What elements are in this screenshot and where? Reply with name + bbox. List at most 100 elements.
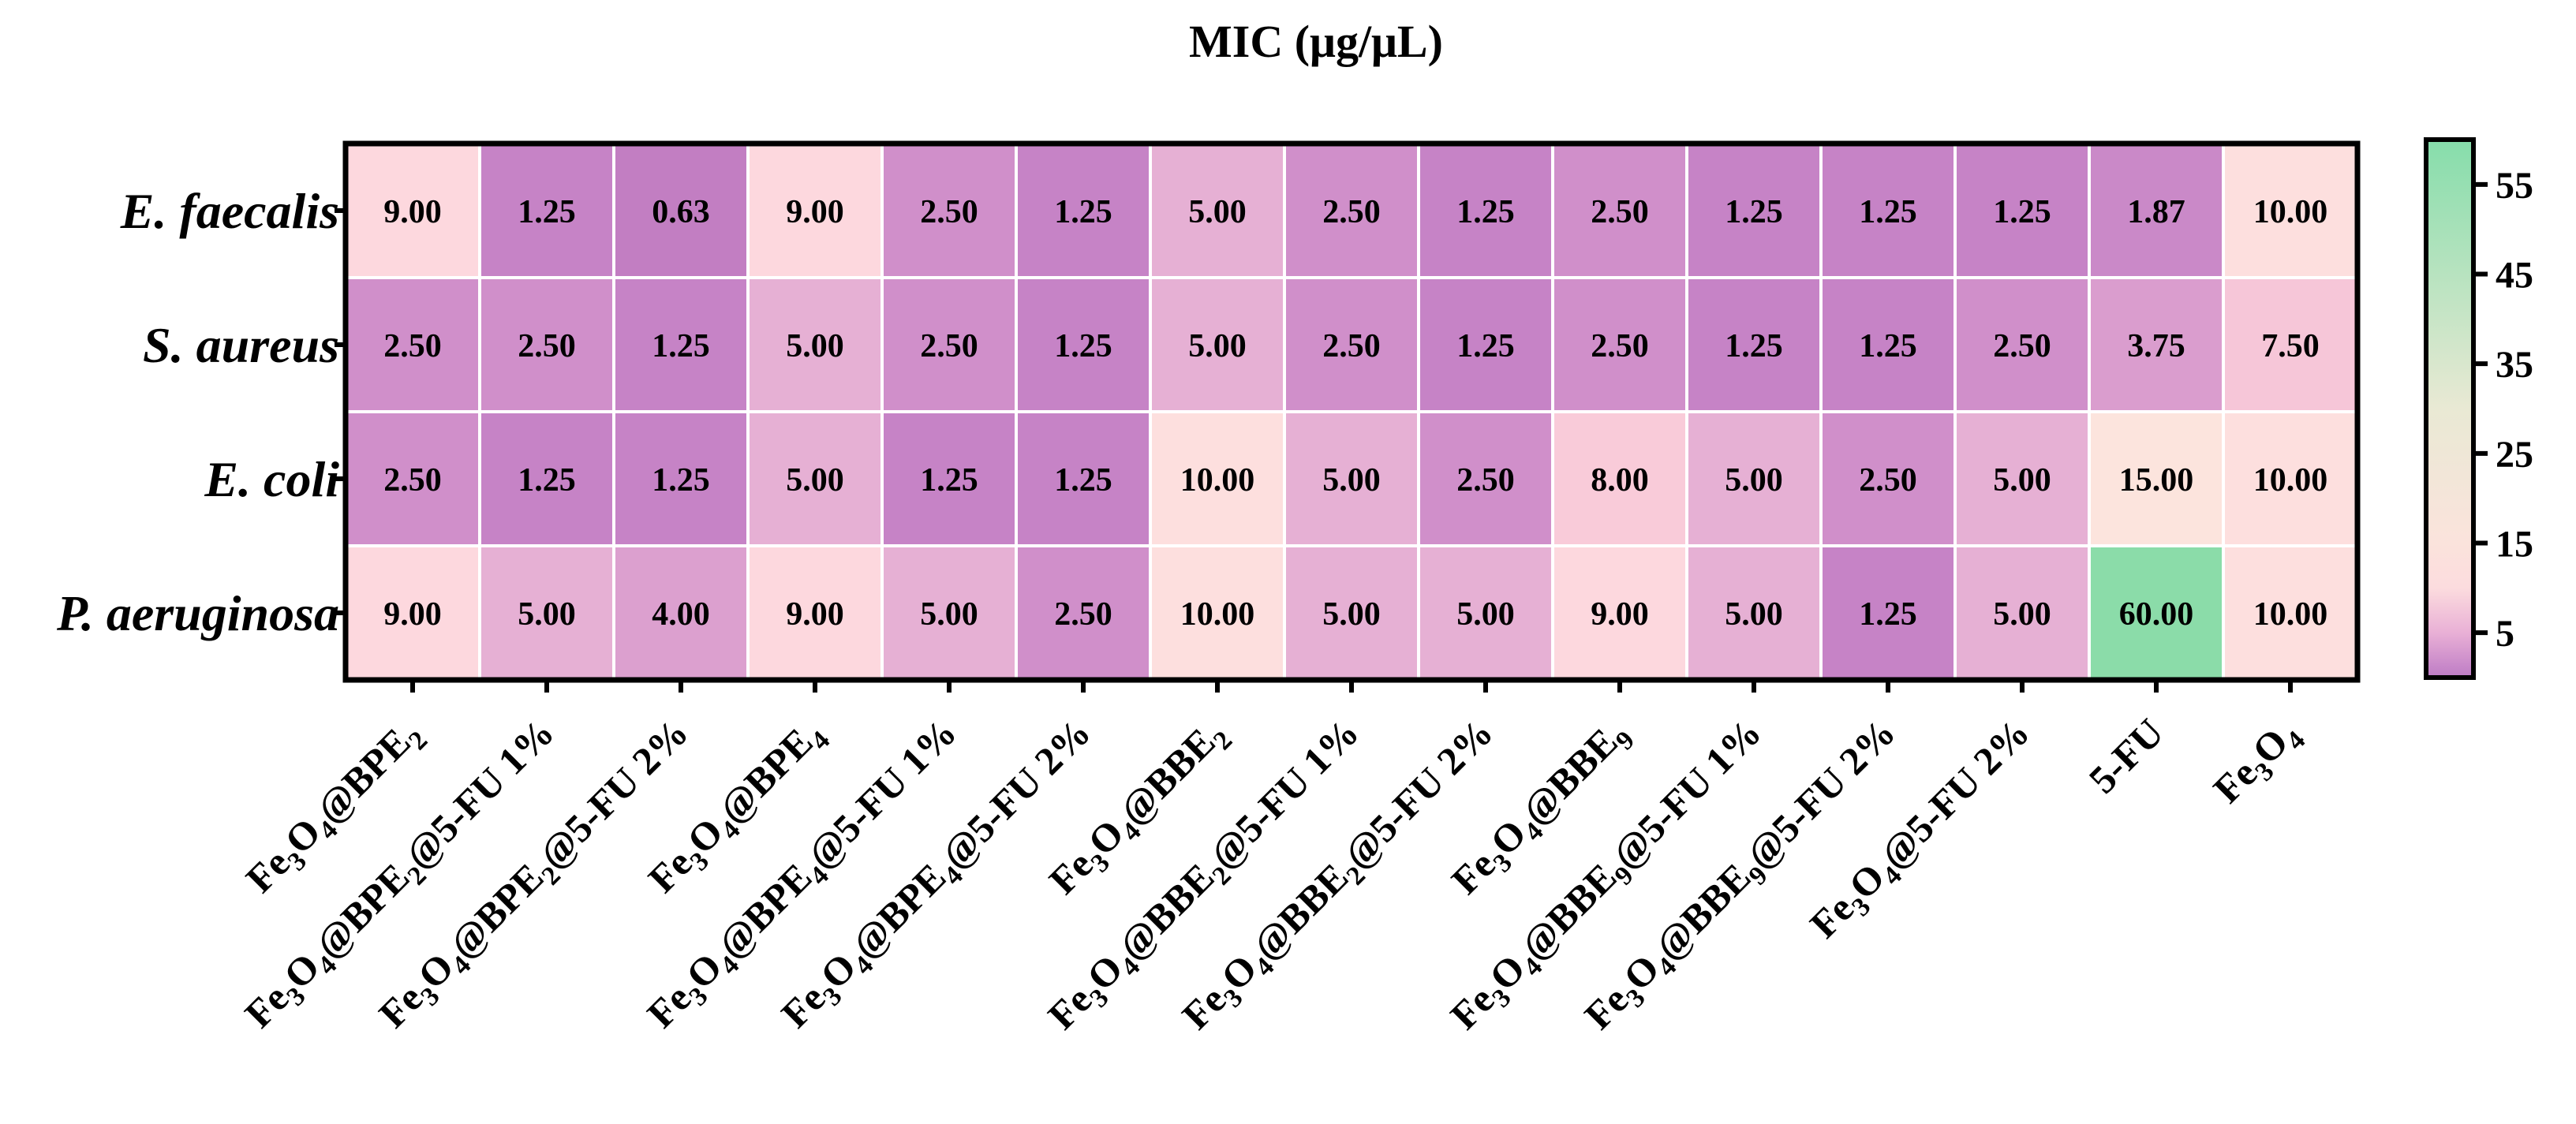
heatmap-cell-fill bbox=[344, 142, 481, 279]
heatmap-cell-value: 1.25 bbox=[518, 462, 576, 499]
heatmap-cell-value: 9.00 bbox=[786, 194, 844, 230]
colorbar-tick-label: 15 bbox=[2496, 524, 2533, 566]
heatmap-cell: 60.00 bbox=[2088, 544, 2225, 681]
heatmap-cell-value: 2.50 bbox=[1054, 596, 1112, 633]
heatmap-cell-fill bbox=[478, 276, 615, 413]
heatmap-cell-value: 9.00 bbox=[383, 194, 442, 230]
heatmap-cell: 5.00 bbox=[1417, 544, 1554, 681]
heatmap-cell-value: 1.25 bbox=[652, 328, 710, 364]
heatmap-cell: 7.50 bbox=[2222, 276, 2359, 413]
heatmap-cell-fill bbox=[746, 410, 884, 547]
heatmap-cell: 2.50 bbox=[880, 142, 1018, 279]
heatmap-cell-value: 1.25 bbox=[1456, 328, 1515, 364]
heatmap-cell-value: 1.25 bbox=[1859, 194, 1917, 230]
heatmap-cell: 2.50 bbox=[344, 410, 481, 547]
colorbar-tick-label: 55 bbox=[2496, 165, 2533, 207]
heatmap-cell: 10.00 bbox=[2222, 142, 2359, 279]
heatmap-cell-fill bbox=[2088, 544, 2225, 681]
heatmap-cell: 9.00 bbox=[1551, 544, 1688, 681]
heatmap-cell: 10.00 bbox=[1149, 410, 1286, 547]
heatmap-cell: 1.25 bbox=[1417, 276, 1554, 413]
heatmap-cell-value: 2.50 bbox=[1322, 194, 1381, 230]
colorbar-tick-label: 25 bbox=[2496, 434, 2533, 476]
heatmap-cell: 1.25 bbox=[1685, 142, 1823, 279]
heatmap-cell: 1.25 bbox=[478, 410, 615, 547]
heatmap-cell: 2.50 bbox=[344, 276, 481, 413]
heatmap-cell-fill bbox=[1015, 410, 1152, 547]
heatmap-cell-value: 1.25 bbox=[1725, 328, 1783, 364]
heatmap-cell-fill bbox=[1283, 142, 1420, 279]
heatmap-cell-fill bbox=[1149, 544, 1286, 681]
heatmap-cell: 5.00 bbox=[746, 410, 884, 547]
heatmap-cell: 9.00 bbox=[344, 544, 481, 681]
heatmap-cell-value: 2.50 bbox=[518, 328, 576, 364]
heatmap-cell-value: 1.25 bbox=[1725, 194, 1783, 230]
heatmap-cell-value: 1.87 bbox=[2127, 194, 2185, 230]
heatmap-cell-fill bbox=[880, 410, 1018, 547]
heatmap-cell-value: 5.00 bbox=[786, 328, 844, 364]
heatmap-cell-value: 1.25 bbox=[518, 194, 576, 230]
heatmap-cell-fill bbox=[1417, 410, 1554, 547]
heatmap-cell-value: 10.00 bbox=[1180, 596, 1255, 633]
heatmap-cell-value: 2.50 bbox=[1591, 328, 1649, 364]
row-label: S. aureus bbox=[143, 317, 339, 373]
heatmap-cell-value: 1.25 bbox=[1456, 194, 1515, 230]
heatmap-cell: 1.25 bbox=[1819, 276, 1957, 413]
heatmap-cell: 1.25 bbox=[1417, 142, 1554, 279]
heatmap-cell-value: 1.25 bbox=[1859, 596, 1917, 633]
heatmap-cell-value: 2.50 bbox=[1456, 462, 1515, 499]
heatmap-cell: 10.00 bbox=[2222, 544, 2359, 681]
heatmap-cell-fill bbox=[478, 544, 615, 681]
heatmap-cell: 5.00 bbox=[478, 544, 615, 681]
heatmap-cell-fill bbox=[1283, 410, 1420, 547]
heatmap-cell-fill bbox=[1417, 276, 1554, 413]
heatmap-cell: 5.00 bbox=[1149, 142, 1286, 279]
heatmap-cell: 1.25 bbox=[1819, 142, 1957, 279]
heatmap-cell: 1.25 bbox=[612, 276, 750, 413]
heatmap-cell-fill bbox=[612, 410, 750, 547]
heatmap-cell-fill bbox=[1149, 276, 1286, 413]
heatmap-cell: 1.25 bbox=[1015, 276, 1152, 413]
heatmap-cell-fill bbox=[1685, 142, 1823, 279]
heatmap-cell-fill bbox=[478, 410, 615, 547]
heatmap-cell-value: 5.00 bbox=[1725, 462, 1783, 499]
colorbar-tick-label: 45 bbox=[2496, 255, 2533, 297]
heatmap-cell-value: 1.25 bbox=[1054, 462, 1112, 499]
heatmap-cell-value: 5.00 bbox=[920, 596, 978, 633]
heatmap-cell: 1.25 bbox=[612, 410, 750, 547]
heatmap-cell-fill bbox=[880, 276, 1018, 413]
heatmap-cell: 1.25 bbox=[880, 410, 1018, 547]
heatmap-cell-value: 2.50 bbox=[1322, 328, 1381, 364]
heatmap-cell-fill bbox=[344, 276, 481, 413]
heatmap-cell-fill bbox=[612, 276, 750, 413]
heatmap-cell-value: 10.00 bbox=[2253, 462, 2328, 499]
heatmap-cell-value: 5.00 bbox=[1725, 596, 1783, 633]
heatmap-cell-value: 1.25 bbox=[1993, 194, 2051, 230]
heatmap-cell: 2.50 bbox=[1283, 276, 1420, 413]
heatmap-cell-value: 2.50 bbox=[1591, 194, 1649, 230]
row-label: P. aeruginosa bbox=[56, 585, 339, 641]
colorbar-tick-label: 35 bbox=[2496, 344, 2533, 386]
chart-title: MIC (μg/μL) bbox=[1189, 16, 1443, 67]
heatmap-cell-value: 5.00 bbox=[518, 596, 576, 633]
heatmap-cell-value: 2.50 bbox=[1859, 462, 1917, 499]
heatmap-cell-value: 9.00 bbox=[383, 596, 442, 633]
heatmap-cell-value: 1.25 bbox=[920, 462, 978, 499]
heatmap-cell: 1.87 bbox=[2088, 142, 2225, 279]
heatmap-cell: 1.25 bbox=[478, 142, 615, 279]
heatmap-cell-value: 3.75 bbox=[2127, 328, 2185, 364]
heatmap-cell: 5.00 bbox=[880, 544, 1018, 681]
heatmap-cell-value: 10.00 bbox=[2253, 596, 2328, 633]
heatmap-cell-fill bbox=[1685, 544, 1823, 681]
heatmap-cell-value: 2.50 bbox=[920, 194, 978, 230]
heatmap-cell-fill bbox=[1283, 544, 1420, 681]
heatmap-cell-value: 9.00 bbox=[1591, 596, 1649, 633]
heatmap-cell-fill bbox=[2088, 276, 2225, 413]
heatmap-cell-fill bbox=[1015, 142, 1152, 279]
heatmap-cell-value: 5.00 bbox=[1456, 596, 1515, 633]
heatmap-cell-fill bbox=[1015, 544, 1152, 681]
heatmap-cell-value: 5.00 bbox=[1322, 596, 1381, 633]
heatmap-cell: 5.00 bbox=[1685, 544, 1823, 681]
heatmap-cell: 5.00 bbox=[1953, 410, 2091, 547]
